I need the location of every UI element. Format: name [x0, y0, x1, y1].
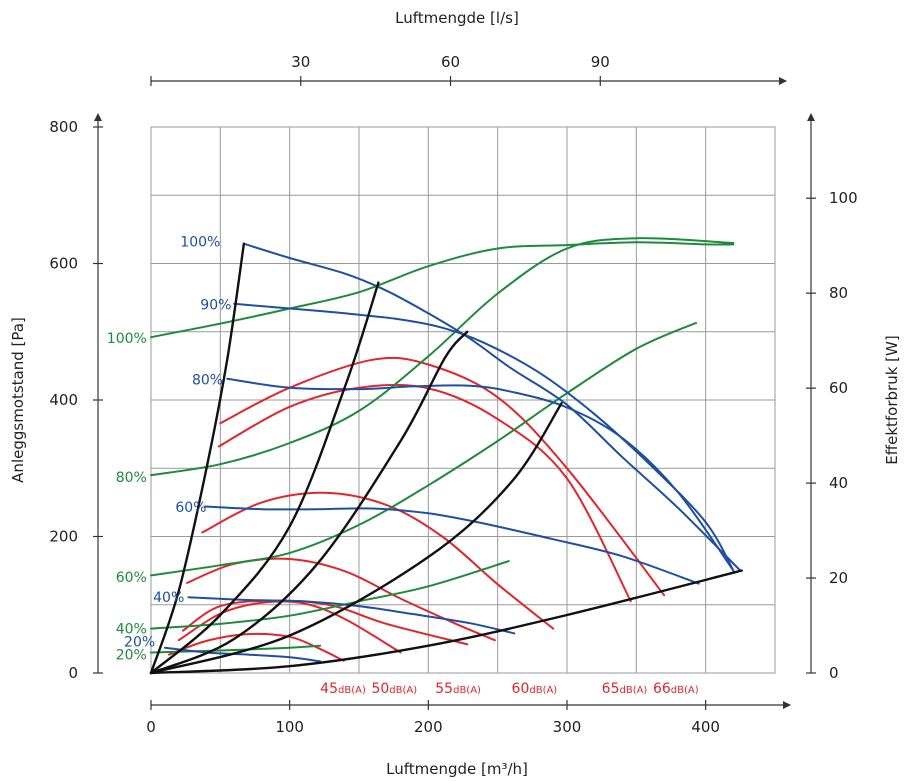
y-tick-label: 200 — [49, 528, 78, 546]
noise-level-value: 66 — [653, 681, 671, 697]
noise-level-value: 45 — [320, 681, 338, 697]
curves-layer — [149, 237, 743, 675]
noise-level-label: 60dB(A) — [512, 681, 558, 697]
pressure-series-label: 20% — [124, 635, 155, 651]
y2-tick-label: 40 — [829, 474, 848, 492]
pressure-curve — [242, 242, 742, 572]
noise-level-label: 50dB(A) — [371, 681, 417, 697]
pressure-curve — [204, 505, 700, 585]
y2-tick-label: 100 — [829, 189, 858, 207]
noise-level-label: 45dB(A) — [320, 681, 366, 697]
noise-curve — [201, 491, 555, 630]
y-tick-label: 600 — [49, 255, 78, 273]
noise-level-label: 65dB(A) — [602, 681, 648, 697]
noise-level-unit: dB(A) — [671, 685, 699, 696]
y-axis-title: Anleggsmotstand [Pa] — [9, 317, 27, 483]
power-series-label: 80% — [116, 470, 147, 486]
x-tick-label: 200 — [414, 718, 443, 736]
system-curve — [149, 242, 246, 675]
noise-level-unit: dB(A) — [389, 685, 417, 696]
noise-curve — [217, 383, 632, 603]
power-series-label: 40% — [116, 622, 147, 638]
y2-tick-label: 20 — [829, 569, 848, 587]
noise-level-value: 50 — [371, 681, 389, 697]
noise-level-value: 60 — [512, 681, 530, 697]
y2-tick-label: 80 — [829, 284, 848, 302]
pressure-curve — [163, 646, 322, 663]
y-tick-label: 400 — [49, 391, 78, 409]
labels-layer: 100%90%80%60%40%20%100%80%60%40%20%45dB(… — [107, 235, 699, 697]
power-series-label: 20% — [116, 648, 147, 664]
power-series-label: 100% — [107, 331, 147, 347]
power-curve — [150, 321, 697, 577]
noise-level-label: 55dB(A) — [435, 681, 481, 697]
system-curve — [149, 281, 380, 675]
y-tick-label: 0 — [68, 664, 78, 682]
y2-axis-title: Effektforbruk [W] — [883, 335, 901, 464]
pressure-series-label: 80% — [192, 373, 223, 389]
top-tick-label: 60 — [441, 53, 460, 71]
noise-level-value: 55 — [435, 681, 453, 697]
x-tick-label: 100 — [275, 718, 304, 736]
noise-level-value: 65 — [602, 681, 620, 697]
pressure-curve — [187, 596, 516, 635]
pressure-series-label: 90% — [200, 297, 231, 313]
y-tick-label: 800 — [49, 118, 78, 136]
top-axis-title: Luftmengde [l/s] — [395, 9, 519, 27]
x-axis-title: Luftmengde [m³/h] — [386, 760, 528, 778]
noise-level-label: 66dB(A) — [653, 681, 699, 697]
power-curve — [150, 237, 735, 477]
system-curve — [149, 569, 743, 675]
pressure-curve — [226, 377, 735, 572]
pressure-series-label: 40% — [153, 590, 184, 606]
top-tick-label: 90 — [591, 53, 610, 71]
top-tick-label: 30 — [291, 53, 310, 71]
pressure-series-label: 60% — [175, 500, 206, 516]
x-tick-label: 0 — [146, 718, 156, 736]
noise-curve — [168, 632, 345, 662]
system-curve — [149, 402, 563, 675]
noise-level-unit: dB(A) — [619, 685, 647, 696]
noise-level-unit: dB(A) — [453, 685, 481, 696]
x-tick-label: 300 — [553, 718, 582, 736]
pressure-curve — [233, 302, 735, 572]
power-curve — [150, 241, 735, 339]
power-curve — [150, 560, 510, 630]
system-curve — [149, 330, 469, 675]
x-tick-label: 400 — [691, 718, 720, 736]
y2-tick-label: 60 — [829, 379, 848, 397]
noise-level-unit: dB(A) — [529, 685, 557, 696]
power-series-label: 60% — [116, 570, 147, 586]
noise-level-unit: dB(A) — [338, 685, 366, 696]
pressure-series-label: 100% — [180, 235, 220, 251]
y2-tick-label: 0 — [829, 664, 839, 682]
